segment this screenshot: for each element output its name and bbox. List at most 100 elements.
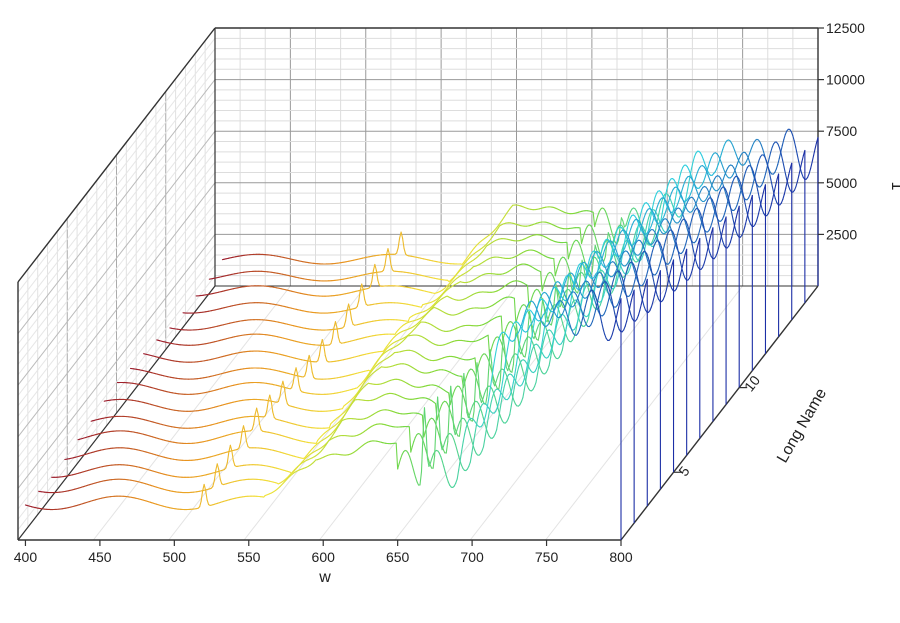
depth-axis-line [620,285,819,541]
series-8-segment [703,258,707,265]
side-wall-gridline-z [17,182,216,438]
series-16-segment [790,130,794,136]
series-8-segment [547,364,550,371]
series-16-segment [814,142,818,150]
series-14-segment [591,256,595,273]
series-7-segment [575,266,579,273]
series-15-segment [780,152,784,161]
series-5-segment [256,407,259,415]
series-6-segment [601,257,604,263]
series-14-segment [768,172,772,181]
series-14-segment [783,187,787,195]
series-15-segment [704,171,708,178]
series-16-segment [748,148,752,155]
series-14-segment [724,170,727,176]
series-5-segment [664,290,667,297]
side-wall-gridline-z [17,38,216,293]
series-9-segment [703,225,706,234]
series-15-segment [764,170,767,178]
series-13-segment [362,289,366,301]
series-14-segment [666,184,669,191]
series-14-segment [646,237,650,243]
series-12-segment [714,211,717,217]
series-16-segment [793,140,797,148]
series-12-segment [541,284,545,292]
series-13-segment [712,178,716,183]
side-wall-gridline-z [17,192,216,448]
series-12-segment [627,267,631,273]
series-16 [221,128,819,286]
series-5-segment [460,387,463,393]
series-15-segment [597,245,600,253]
series-6-segment [680,266,683,275]
series-12-segment [662,215,665,220]
series-14-segment [709,179,712,185]
series-12-segment [639,209,643,216]
series-11-segment [337,336,341,343]
series-14-segment [704,168,708,173]
series-14-segment [369,280,373,288]
series-13-segment [767,209,771,215]
series-8-segment [512,341,516,365]
series-9-segment [588,308,592,315]
series-13-segment [578,272,582,289]
series-10-segment [318,344,322,357]
series-13-segment [681,185,684,192]
series-16-segment [403,247,407,255]
series-14-segment [377,279,380,286]
side-wall-gridline-z [17,244,216,500]
series-12-segment [726,198,729,207]
series-11-segment [656,202,660,208]
series-6-segment [651,245,655,252]
series-11-segment [742,225,746,233]
series-12-segment [407,317,411,322]
series-14-segment [661,204,665,214]
series-12-segment [724,205,728,212]
series-7-segment [602,249,606,256]
series-14-segment [675,182,678,187]
series-10-segment [734,217,737,225]
series-16-segment [808,168,812,175]
series-12-segment [669,191,673,198]
series-9-segment [628,228,632,235]
series-11-segment [652,216,655,223]
series-6-segment [504,371,508,376]
series-16-segment [810,161,813,170]
series-11-segment [726,192,730,199]
series-7-segment [508,361,512,368]
series-14-segment [733,167,736,172]
series-11-segment [698,211,701,219]
series-13-segment [605,288,608,293]
series-11-segment [590,293,594,303]
side-wall-gridline-z [17,223,216,479]
series-16-segment [626,215,630,222]
series-12-segment [552,274,555,279]
series-16-segment [783,134,786,141]
series-15-segment [595,240,599,247]
series-7-segment [565,322,568,331]
series-16-segment [784,130,788,136]
series-13-segment [709,185,713,191]
series-16-segment [702,158,706,165]
series-15-segment [707,161,711,168]
series-15-segment [384,254,388,266]
series-12-segment [758,202,762,211]
series-16-segment [628,211,631,217]
series-14-segment [737,179,741,187]
series-16-segment [595,215,599,222]
series-5-segment [473,383,477,412]
series-13-segment [743,170,747,177]
series-5-segment [259,423,262,431]
series-5-segment [480,398,484,404]
series-11-segment [574,305,578,312]
series-13-segment [727,200,731,207]
series-13-segment [773,184,777,193]
series-15-segment [656,215,660,221]
series-16-segment [607,218,611,225]
series-9-segment [548,337,551,344]
series-15-segment [661,226,664,231]
series-15-segment [796,174,800,183]
side-wall-top-edge [17,27,216,283]
series-5-segment [631,286,634,292]
series-12-segment [668,196,671,203]
